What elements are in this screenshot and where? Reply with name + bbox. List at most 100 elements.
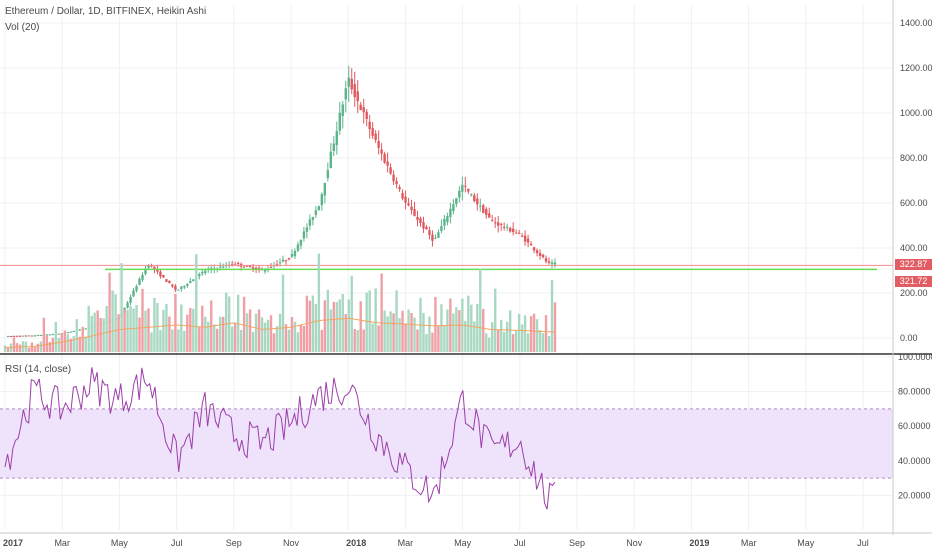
volume-bar bbox=[275, 326, 279, 352]
volume-bar bbox=[538, 330, 542, 352]
volume-bar bbox=[520, 324, 524, 352]
volume-bar bbox=[159, 330, 162, 352]
candle-body bbox=[314, 210, 318, 216]
candle-body bbox=[236, 263, 240, 265]
time-tick-label: 2017 bbox=[3, 538, 23, 548]
volume-bar bbox=[422, 312, 425, 352]
volume-bar bbox=[386, 316, 389, 352]
candle-body bbox=[386, 161, 389, 166]
time-tick-label: Mar bbox=[398, 538, 414, 548]
volume-bar bbox=[251, 331, 255, 352]
candle-body bbox=[27, 335, 31, 337]
candle-body bbox=[365, 111, 368, 119]
volume-bar bbox=[377, 325, 380, 352]
volume-bar bbox=[434, 296, 437, 352]
candle-body bbox=[248, 265, 252, 268]
volume-bar bbox=[544, 315, 548, 352]
candle-body bbox=[410, 206, 413, 211]
volume-bar bbox=[30, 342, 34, 352]
rsi-tick-label: 20.0000 bbox=[898, 490, 931, 500]
volume-bar bbox=[491, 322, 494, 352]
volume-bar bbox=[398, 318, 401, 352]
volume-bar bbox=[75, 319, 78, 352]
candle-body bbox=[499, 223, 503, 225]
candle-body bbox=[12, 335, 16, 337]
candle-body bbox=[129, 296, 132, 303]
volume-bar bbox=[174, 294, 177, 352]
candle-body bbox=[177, 289, 180, 291]
volume-bar bbox=[108, 272, 111, 352]
candle-body bbox=[347, 77, 350, 87]
candle-body bbox=[428, 230, 431, 236]
candle-body bbox=[476, 198, 479, 205]
volume-bar bbox=[144, 310, 147, 352]
volume-bar bbox=[39, 341, 43, 352]
candle-body bbox=[275, 264, 279, 266]
candle-body bbox=[413, 209, 416, 217]
rsi-legend[interactable]: RSI (14, close) bbox=[5, 364, 72, 375]
volume-legend[interactable]: Vol (20) bbox=[5, 22, 40, 33]
candle-body bbox=[33, 335, 37, 337]
volume-bar bbox=[452, 313, 455, 352]
volume-bar bbox=[183, 330, 186, 352]
candle-body bbox=[425, 226, 428, 230]
candle-body bbox=[317, 206, 321, 211]
candle-body bbox=[296, 244, 300, 251]
volume-bar bbox=[326, 289, 330, 352]
volume-bar bbox=[123, 309, 126, 352]
price-pane bbox=[0, 65, 893, 338]
time-tick-label: Mar bbox=[741, 538, 757, 548]
candle-body bbox=[9, 336, 13, 338]
candle-body bbox=[434, 237, 437, 239]
volume-bar bbox=[78, 336, 81, 352]
volume-bar bbox=[96, 310, 99, 352]
volume-bar bbox=[66, 334, 69, 352]
candle-body bbox=[219, 266, 222, 268]
candle-body bbox=[290, 254, 294, 257]
candle-body bbox=[350, 78, 353, 90]
symbol-legend[interactable]: Ethereum / Dollar, 1D, BITFINEX, Heikin … bbox=[5, 6, 207, 17]
volume-bar bbox=[499, 319, 503, 352]
volume-bar bbox=[224, 292, 228, 352]
candle-body bbox=[338, 112, 341, 131]
volume-bar bbox=[526, 333, 530, 352]
candle-body bbox=[15, 335, 19, 337]
candle-body bbox=[407, 203, 410, 206]
rsi-tick-label: 80.0000 bbox=[898, 387, 931, 397]
candle-body bbox=[204, 270, 207, 273]
candle-body bbox=[39, 335, 43, 337]
volume-bar bbox=[299, 324, 303, 352]
rsi-line bbox=[4, 367, 556, 510]
rsi-tick-label: 40.0000 bbox=[898, 456, 931, 466]
volume-bar bbox=[242, 296, 246, 352]
volume-bar bbox=[120, 263, 123, 352]
volume-bar bbox=[428, 316, 431, 352]
candle-body bbox=[404, 196, 407, 203]
volume-bar bbox=[332, 301, 336, 352]
volume-bar bbox=[245, 313, 249, 352]
candle-body bbox=[189, 281, 192, 284]
volume-bar bbox=[114, 294, 117, 352]
candle-body bbox=[174, 285, 177, 290]
volume-bar bbox=[90, 315, 93, 352]
volume-bar bbox=[296, 332, 300, 352]
candle-body bbox=[416, 216, 419, 221]
volume-bar bbox=[248, 309, 252, 352]
candle-body bbox=[251, 267, 255, 270]
candle-body bbox=[541, 254, 545, 258]
volume-bar bbox=[505, 321, 509, 352]
candle-body bbox=[311, 217, 315, 220]
volume-bar bbox=[494, 288, 497, 352]
volume-bar bbox=[431, 332, 434, 352]
candle-body bbox=[24, 335, 28, 337]
price-tag-current: 322.87 bbox=[895, 259, 932, 270]
volume-bar bbox=[3, 345, 7, 352]
candle-body bbox=[278, 262, 282, 264]
candle-body bbox=[18, 335, 22, 337]
volume-bar bbox=[227, 296, 231, 352]
candle-body bbox=[156, 269, 159, 272]
rsi-pane bbox=[0, 367, 893, 510]
candle-body bbox=[305, 227, 309, 232]
price-tick-label: 400.00 bbox=[900, 243, 928, 253]
